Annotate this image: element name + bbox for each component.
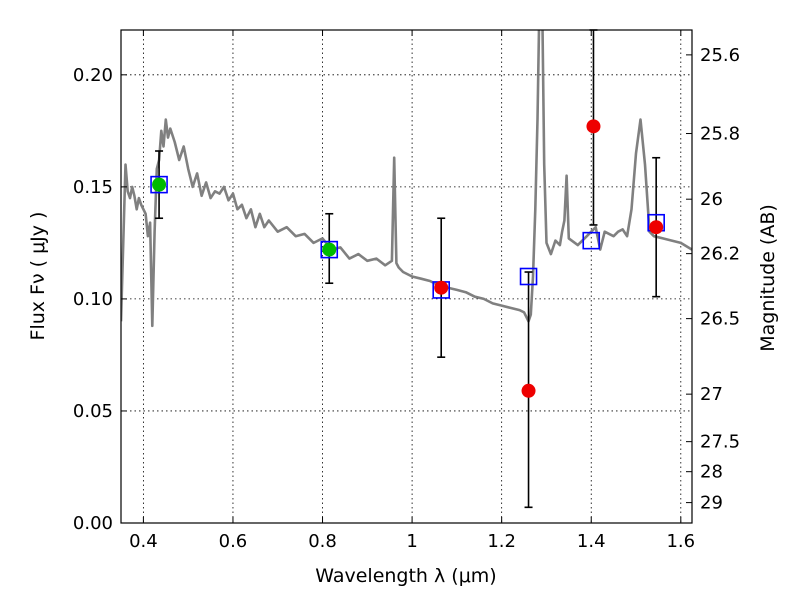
- x-tick-label: 0.6: [219, 531, 248, 552]
- model-box-marker: [582, 231, 601, 250]
- y-axis-right-label: Magnitude (AB): [757, 204, 779, 352]
- model-box-marker: [519, 267, 538, 286]
- magnitude-tick-label: 27.5: [700, 432, 740, 453]
- x-tick-label: 0.4: [129, 531, 158, 552]
- plot-background: [121, 30, 692, 523]
- plot-frame: [120, 29, 693, 524]
- data-point: [649, 220, 664, 235]
- grid-layer: [121, 30, 692, 524]
- magnitude-tick-label: 27: [700, 384, 723, 405]
- y-axis-label: Flux Fν ( μJy ): [27, 212, 49, 341]
- magnitude-tick-label: 29: [700, 493, 723, 514]
- magnitude-tick-label: 26.5: [700, 309, 740, 330]
- y-tick-label: 0.00: [73, 513, 113, 534]
- x-tick-label: 1.4: [577, 531, 606, 552]
- data-point: [586, 119, 601, 134]
- magnitude-tick-label: 28: [700, 462, 723, 483]
- magnitude-tick-label: 26: [700, 189, 723, 210]
- tick-layer: 0.4 0.6 0.8 1 1.2 1.4 1.6 0.00 0.05 0.10 0.15 0.20 2…: [73, 30, 740, 552]
- magnitude-tick-label: 25.8: [700, 124, 740, 145]
- model-box-marker: [320, 240, 339, 259]
- data-point: [434, 280, 449, 295]
- magnitude-tick-label: 25.6: [700, 45, 740, 66]
- x-axis-label: Wavelength λ (μm): [315, 565, 496, 587]
- x-tick-label: 1: [406, 531, 417, 552]
- data-point: [521, 383, 536, 398]
- errorbar-layer: [150, 29, 665, 509]
- magnitude-tick-label: 26.2: [700, 244, 740, 265]
- x-tick-label: 1.2: [487, 531, 516, 552]
- data-point: [152, 177, 167, 192]
- plot-layer: [121, 30, 692, 328]
- model-box-marker: [150, 175, 168, 194]
- x-tick-label: 0.8: [308, 531, 337, 552]
- spectrum-line: [121, 30, 692, 328]
- y-tick-label: 0.05: [73, 401, 113, 422]
- y-tick-label: 0.10: [73, 289, 113, 310]
- data-point: [322, 242, 337, 257]
- y-tick-label: 0.15: [73, 177, 113, 198]
- y-tick-label: 0.20: [73, 65, 113, 86]
- x-tick-label: 1.6: [666, 531, 695, 552]
